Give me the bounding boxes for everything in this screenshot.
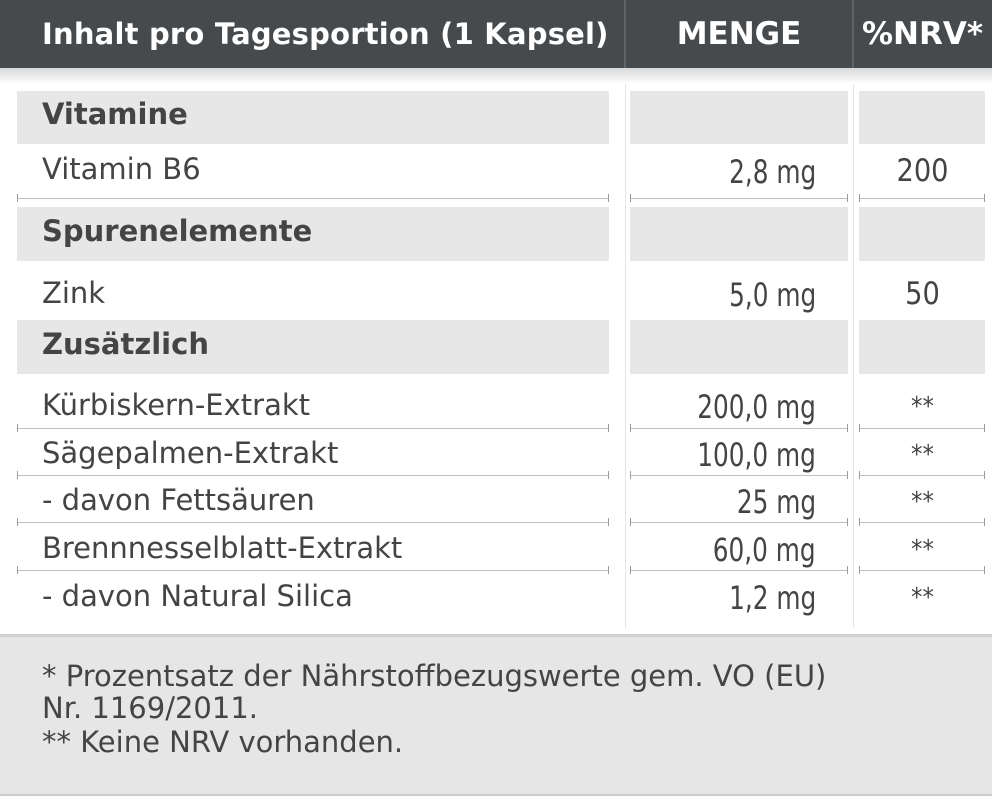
row-divider-line (17, 198, 609, 199)
section-cell (630, 91, 848, 144)
row-divider-tick (847, 471, 848, 479)
row-divider-line (17, 475, 609, 476)
row-divider-tick (17, 566, 18, 574)
header-divider (852, 0, 854, 68)
nutrient-nrv: ** (911, 583, 934, 613)
row-divider-tick (608, 194, 609, 202)
column-divider (625, 84, 626, 628)
section-cell (630, 207, 848, 261)
row-divider-tick (630, 424, 631, 432)
row-divider-tick (608, 424, 609, 432)
header-divider (624, 0, 626, 68)
row-divider-line (630, 428, 848, 429)
row-divider-tick (630, 194, 631, 202)
row-divider-tick (608, 518, 609, 526)
row-divider-tick (859, 566, 860, 574)
nutrient-name: Kürbiskern-Extrakt (42, 388, 311, 422)
section-title-vitamine: Vitamine (42, 97, 188, 131)
row-divider-line (17, 522, 609, 523)
section-cell (17, 91, 609, 144)
row-divider-tick (847, 518, 848, 526)
section-cell (859, 207, 985, 261)
nutrient-name: - davon Natural Silica (42, 579, 353, 613)
footnote-panel: * Prozentsatz der Nährstoffbezugswerte g… (0, 634, 992, 796)
header-amount-label: MENGE (625, 0, 853, 68)
row-divider-tick (608, 566, 609, 574)
section-title-zusaetzlich: Zusätzlich (42, 327, 209, 361)
row-divider-tick (984, 566, 985, 574)
row-divider-tick (847, 566, 848, 574)
row-divider-tick (17, 194, 18, 202)
footnote-no-nrv: ** Keine NRV vorhanden. (42, 725, 404, 759)
row-divider-tick (17, 518, 18, 526)
row-divider-line (630, 522, 848, 523)
section-title-spurenelemente: Spurenelemente (42, 214, 313, 248)
nutrient-nrv: ** (911, 487, 934, 517)
section-cell (17, 207, 609, 261)
nutrient-nrv: ** (911, 440, 934, 470)
row-divider-line (630, 570, 848, 571)
row-divider-tick (630, 566, 631, 574)
row-divider-tick (630, 518, 631, 526)
nutrient-name: Vitamin B6 (42, 152, 201, 186)
nutrient-amount: 25 mg (736, 483, 816, 521)
row-divider-line (859, 570, 985, 571)
row-divider-tick (608, 471, 609, 479)
row-divider-line (859, 428, 985, 429)
row-divider-tick (984, 424, 985, 432)
header-nrv-label: %NRV* (853, 0, 992, 68)
row-divider-tick (859, 194, 860, 202)
nutrient-nrv: 50 (905, 276, 940, 312)
nutrient-amount: 60,0 mg (713, 531, 816, 569)
nutrient-name: Sägepalmen-Extrakt (42, 436, 339, 470)
row-divider-line (630, 475, 848, 476)
row-divider-tick (17, 471, 18, 479)
column-divider (853, 84, 854, 628)
row-divider-tick (984, 518, 985, 526)
nutrient-amount: 5,0 mg (728, 276, 816, 314)
nutrient-name: Brennnesselblatt-Extrakt (42, 531, 403, 565)
nutrient-nrv: ** (911, 392, 934, 422)
row-divider-tick (984, 194, 985, 202)
nutrient-nrv: ** (911, 535, 934, 565)
row-divider-tick (847, 194, 848, 202)
row-divider-line (17, 428, 609, 429)
row-divider-tick (847, 424, 848, 432)
nutrient-name: Zink (42, 276, 106, 310)
nutrient-amount: 100,0 mg (697, 436, 816, 474)
row-divider-tick (859, 471, 860, 479)
row-divider-line (630, 198, 848, 199)
row-divider-line (17, 570, 609, 571)
nutrient-amount: 2,8 mg (728, 153, 816, 191)
nutrient-nrv: 200 (896, 153, 949, 189)
nutrient-name: - davon Fettsäuren (42, 483, 315, 517)
nutrient-amount: 1,2 mg (728, 579, 816, 617)
header-content-label: Inhalt pro Tagesportion (1 Kapsel) (0, 0, 625, 68)
row-divider-tick (859, 518, 860, 526)
footnote-nrv-definition: * Prozentsatz der Nährstoffbezugswerte g… (42, 659, 827, 693)
row-divider-line (859, 198, 985, 199)
section-cell (630, 320, 848, 374)
row-divider-tick (630, 471, 631, 479)
row-divider-tick (859, 424, 860, 432)
footnote-regulation: Nr. 1169/2011. (42, 691, 258, 725)
row-divider-tick (984, 471, 985, 479)
nutrient-amount: 200,0 mg (697, 388, 816, 426)
section-cell (859, 91, 985, 144)
row-divider-line (859, 475, 985, 476)
section-cell (17, 320, 609, 374)
row-divider-line (859, 522, 985, 523)
header-shadow (0, 68, 992, 84)
section-cell (859, 320, 985, 374)
row-divider-tick (17, 424, 18, 432)
